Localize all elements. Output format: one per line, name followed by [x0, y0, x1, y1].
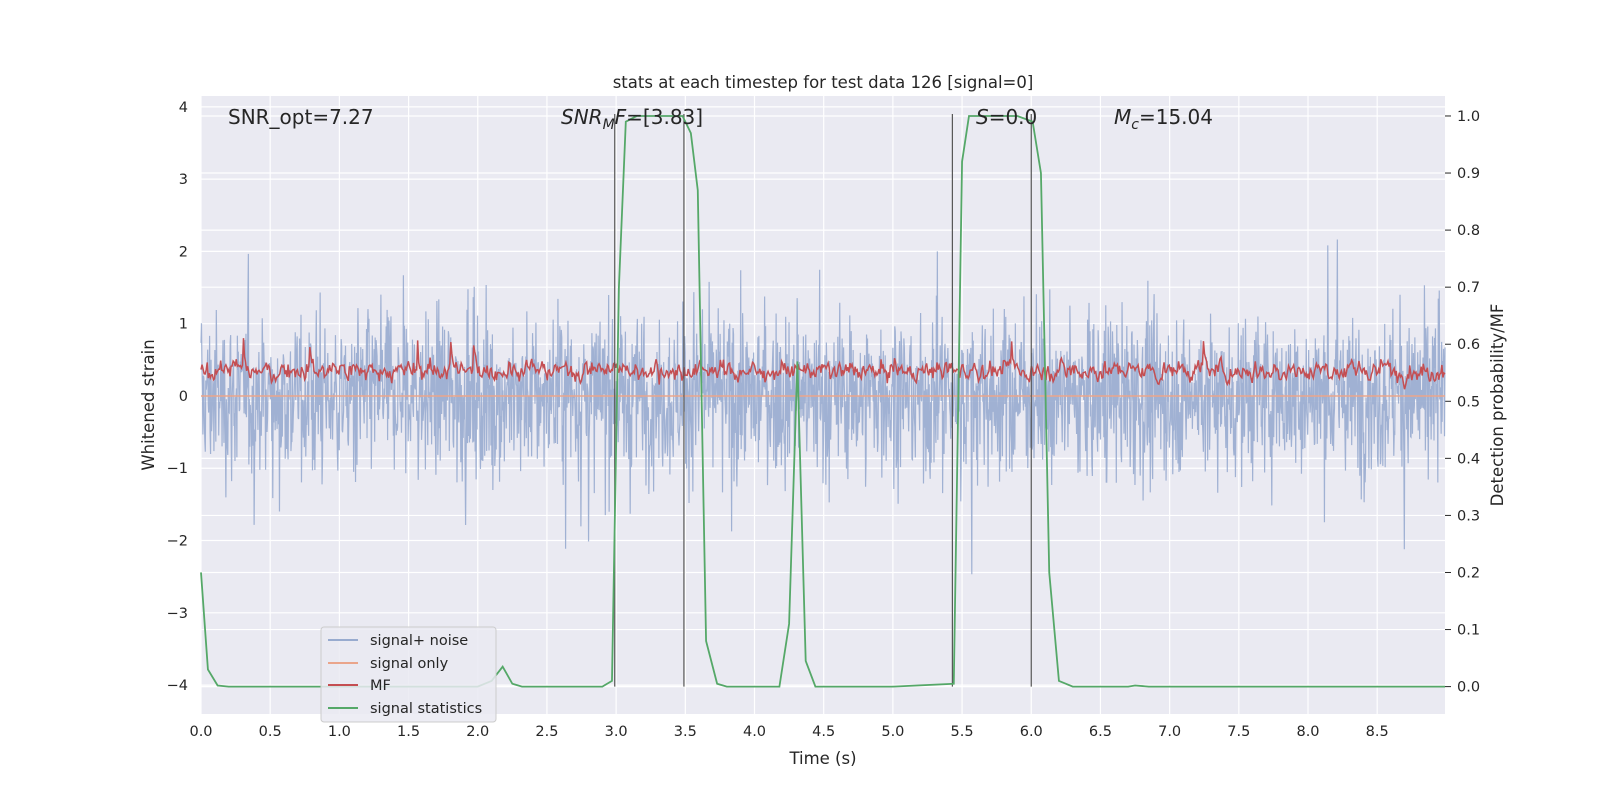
y-right-tick-label: 0.4: [1457, 451, 1480, 467]
legend-label-signal-only: signal only: [370, 656, 449, 672]
y-right-axis-label: Detection probability/MF: [1488, 304, 1507, 507]
y-tick-label: −4: [167, 678, 188, 694]
x-tick-label: 7.0: [1158, 724, 1181, 740]
legend-label-signal-statistics: signal statistics: [370, 701, 482, 717]
x-tick-label: 4.0: [743, 724, 766, 740]
x-tick-label: 5.5: [951, 724, 974, 740]
annotation-snr-mf-value: =[3.83]: [626, 105, 703, 129]
y-right-tick-label: 0.5: [1457, 394, 1480, 410]
annotation-snr-opt: SNR_opt=7.27: [228, 105, 374, 129]
x-tick-label: 4.5: [812, 724, 835, 740]
legend: signal+ noise signal only MF signal stat…: [320, 626, 497, 723]
x-tick-label: 6.5: [1089, 724, 1112, 740]
x-tick-labels: 0.0 0.5 1.0 1.5 2.0 2.5 3.0 3.5 4.0 4.5 5.0 5.5 6.0 6…: [189, 724, 1388, 740]
y-tick-label: −3: [167, 606, 188, 622]
annotation-s-value: =0.0: [989, 105, 1038, 129]
annotation-snr-mf-italic: SNR: [561, 105, 603, 129]
annotation-s: S=0.0: [976, 105, 1037, 129]
x-tick-label: 2.0: [466, 724, 489, 740]
x-tick-label: 0.0: [189, 724, 212, 740]
x-tick-label: 2.5: [535, 724, 558, 740]
x-tick-label: 6.0: [1020, 724, 1043, 740]
y-right-tick-labels: 1.0 0.9 0.8 0.7 0.6 0.5 0.4 0.3 0.2 0.1 0.0: [1445, 109, 1480, 696]
x-axis-label: Time (s): [788, 749, 856, 768]
legend-box: [320, 626, 497, 723]
y-right-tick-label: 1.0: [1457, 109, 1480, 125]
y-tick-label: 0: [179, 389, 188, 405]
y-tick-label: 3: [179, 172, 188, 188]
y-right-tick-label: 0.8: [1457, 223, 1480, 239]
y-right-tick-label: 0.1: [1457, 623, 1480, 639]
annotation-mc-italic: M: [1114, 105, 1131, 129]
x-tick-label: 0.5: [259, 724, 282, 740]
y-tick-label: 4: [179, 100, 188, 116]
annotation-snr-mf: SNRMF=[3.83]: [561, 105, 703, 133]
x-tick-label: 5.0: [881, 724, 904, 740]
y-right-tick-label: 0.2: [1457, 565, 1480, 581]
y-right-tick-label: 0.9: [1457, 166, 1480, 182]
y-tick-label: −2: [167, 534, 188, 550]
x-tick-label: 1.5: [397, 724, 420, 740]
x-tick-label: 8.5: [1366, 724, 1389, 740]
x-tick-label: 3.5: [674, 724, 697, 740]
x-tick-label: 3.0: [605, 724, 628, 740]
y-tick-label: 1: [179, 317, 188, 333]
annotation-s-italic: S: [976, 105, 989, 129]
y-tick-labels: 4 3 2 1 0 −1 −2 −3 −4: [167, 100, 188, 694]
annotation-mc-value: =15.04: [1139, 105, 1213, 129]
signal-noise-line: [200, 239, 1446, 575]
y-right-tick-label: 0.0: [1457, 680, 1480, 696]
annotation-snr-mf-italic2: F: [615, 105, 627, 129]
y-right-tick-label: 0.7: [1457, 280, 1480, 296]
y-axis-label: Whitened strain: [139, 339, 158, 470]
y-right-tick-label: 0.6: [1457, 337, 1480, 353]
legend-label-mf: MF: [370, 678, 391, 694]
x-tick-label: 7.5: [1227, 724, 1250, 740]
annotation-mc: Mc=15.04: [1114, 105, 1213, 133]
y-right-tick-label: 0.3: [1457, 508, 1480, 524]
chart-title: stats at each timestep for test data 126…: [613, 73, 1034, 92]
y-tick-label: −1: [167, 461, 188, 477]
x-tick-label: 8.0: [1296, 724, 1319, 740]
annotation-snr-mf-sub: M: [603, 117, 615, 133]
x-tick-label: 1.0: [328, 724, 351, 740]
annotation-mc-sub: c: [1131, 117, 1139, 133]
legend-label-signal-noise: signal+ noise: [370, 633, 468, 649]
mf-line: [200, 338, 1446, 390]
y-tick-label: 2: [179, 244, 188, 260]
